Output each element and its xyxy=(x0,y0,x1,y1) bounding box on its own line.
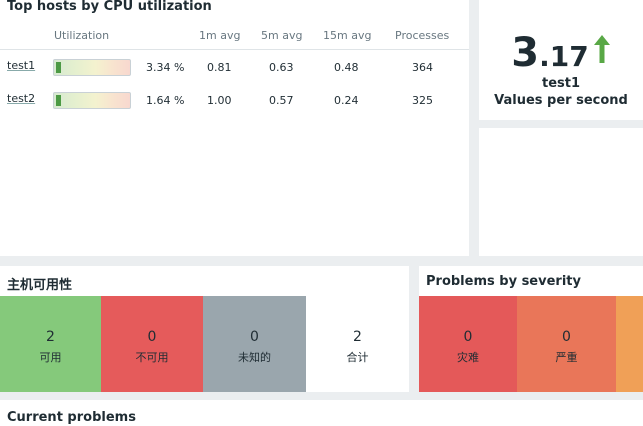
tile-label: 不可用 xyxy=(135,351,169,364)
top-hosts-title: Top hosts by CPU utilization xyxy=(7,0,212,14)
tile-count: 0 xyxy=(562,329,571,345)
table-row: test1 3.34 % 0.81 0.63 0.48 364 xyxy=(0,51,469,83)
avg-5m-value: 0.63 xyxy=(269,61,294,74)
column-header-15m-avg: 15m avg xyxy=(323,29,372,42)
tile-label: 合计 xyxy=(346,351,369,364)
avg-1m-value: 1.00 xyxy=(207,94,232,107)
column-header-processes: Processes xyxy=(395,29,450,42)
item-value-widget: 3.17 test1 Values per second xyxy=(479,0,643,120)
avg-1m-value: 0.81 xyxy=(207,61,232,74)
tile-count: 0 xyxy=(147,329,157,345)
item-description: Values per second xyxy=(494,93,628,108)
processes-value: 364 xyxy=(412,61,433,74)
trend-up-arrow-icon xyxy=(593,34,611,68)
table-header-divider xyxy=(0,49,469,50)
item-value-integer: 3 xyxy=(511,30,540,76)
avg-15m-value: 0.48 xyxy=(334,61,359,74)
current-problems-widget: Current problems xyxy=(0,400,643,426)
availability-tile-total[interactable]: 2 合计 xyxy=(306,296,409,392)
tile-count: 2 xyxy=(46,329,55,345)
tile-label: 未知的 xyxy=(238,351,271,364)
utilization-value: 1.64 % xyxy=(146,94,185,107)
severity-tile-average[interactable] xyxy=(616,296,643,392)
host-availability-title: 主机可用性 xyxy=(7,278,73,293)
tile-count: 2 xyxy=(353,329,362,345)
tile-label: 严重 xyxy=(555,351,578,364)
problems-by-severity-title: Problems by severity xyxy=(426,274,581,289)
tile-count: 0 xyxy=(463,329,473,345)
table-row: test2 1.64 % 1.00 0.57 0.24 325 xyxy=(0,84,469,116)
item-host-name: test1 xyxy=(541,76,581,91)
processes-value: 325 xyxy=(412,94,433,107)
current-problems-title: Current problems xyxy=(7,410,136,425)
utilization-bar xyxy=(53,92,131,109)
avg-5m-value: 0.57 xyxy=(269,94,294,107)
availability-tile-unavailable[interactable]: 0 不可用 xyxy=(101,296,203,392)
item-value: 3.17 xyxy=(479,30,643,76)
column-header-1m-avg: 1m avg xyxy=(199,29,241,42)
item-value-decimal: .17 xyxy=(539,40,589,73)
utilization-bar xyxy=(53,59,131,76)
host-link-test2[interactable]: test2 xyxy=(7,92,36,105)
tile-label: 灾难 xyxy=(457,351,479,364)
availability-tile-available[interactable]: 2 可用 xyxy=(0,296,101,392)
host-link-test1[interactable]: test1 xyxy=(7,59,36,72)
top-hosts-widget: Top hosts by CPU utilization Utilization… xyxy=(0,0,469,256)
utilization-value: 3.34 % xyxy=(146,61,185,74)
empty-widget xyxy=(479,128,643,256)
avg-15m-value: 0.24 xyxy=(334,94,359,107)
utilization-bar-fill xyxy=(56,95,61,106)
utilization-bar-fill xyxy=(56,62,61,73)
column-header-5m-avg: 5m avg xyxy=(261,29,303,42)
tile-count: 0 xyxy=(250,329,259,345)
availability-tile-unknown[interactable]: 0 未知的 xyxy=(203,296,306,392)
host-availability-widget: 主机可用性 2 可用 0 不可用 0 未知的 2 合计 xyxy=(0,266,409,392)
column-header-utilization: Utilization xyxy=(54,29,110,42)
severity-tile-high[interactable]: 0 严重 xyxy=(517,296,616,392)
severity-tile-disaster[interactable]: 0 灾难 xyxy=(419,296,517,392)
problems-by-severity-widget: Problems by severity 0 灾难 0 严重 xyxy=(419,266,643,392)
tile-label: 可用 xyxy=(39,351,62,364)
